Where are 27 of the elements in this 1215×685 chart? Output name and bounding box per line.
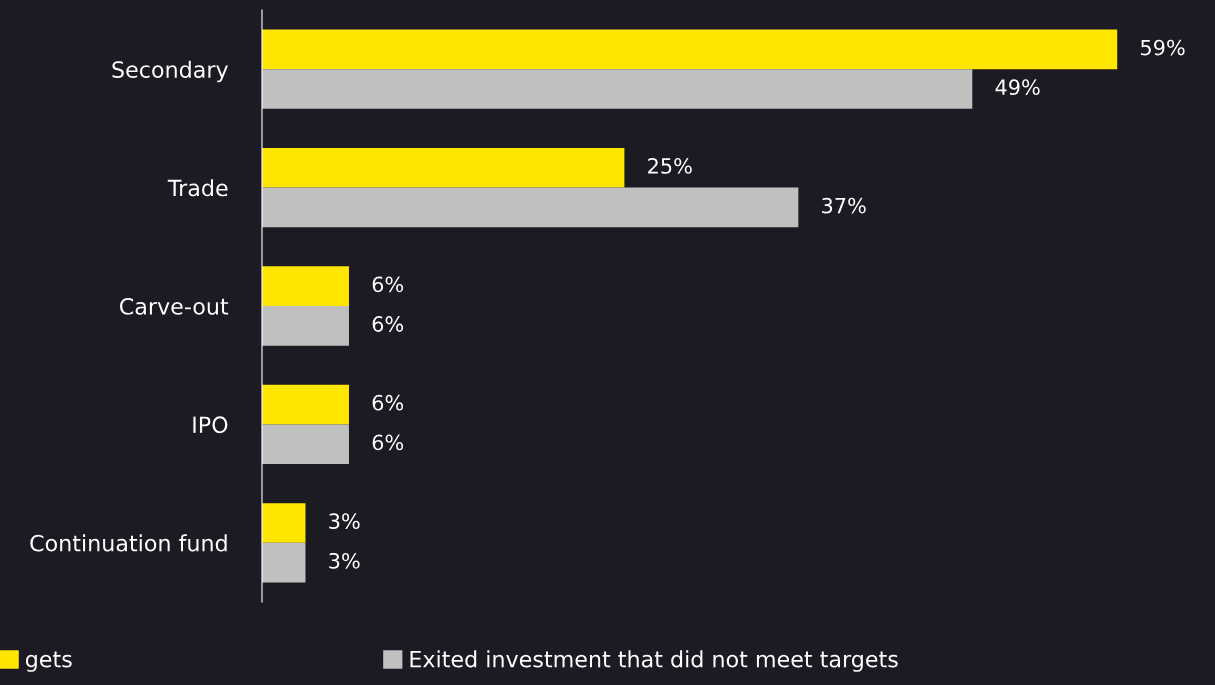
data-label: 37% bbox=[822, 197, 866, 214]
bar bbox=[262, 266, 349, 306]
bar bbox=[262, 503, 306, 543]
data-label: 59% bbox=[1141, 39, 1185, 56]
y-tick-label: IPO bbox=[193, 416, 228, 434]
y-tick-label: Secondary bbox=[112, 60, 228, 83]
y-tick-label: Trade bbox=[167, 179, 228, 197]
data-label: 25% bbox=[648, 158, 692, 174]
y-tick-label: Carve-out bbox=[119, 297, 229, 315]
data-label: 6% bbox=[372, 276, 404, 293]
y-tick-label: Continuation fund bbox=[30, 534, 227, 552]
legend-label: gets bbox=[25, 651, 72, 672]
bar bbox=[262, 29, 1118, 70]
bar bbox=[262, 187, 799, 228]
data-label: 49% bbox=[995, 79, 1040, 96]
bar bbox=[262, 424, 349, 465]
data-label: 3% bbox=[329, 513, 360, 530]
bar bbox=[262, 147, 625, 188]
bar bbox=[262, 69, 973, 109]
bar bbox=[262, 384, 349, 425]
legend-label: Exited investment that did not meet targets bbox=[410, 650, 898, 672]
bar bbox=[262, 306, 349, 346]
data-label: 6% bbox=[372, 394, 404, 411]
data-label: 6% bbox=[372, 434, 404, 451]
data-label: 6% bbox=[372, 316, 404, 332]
data-label: 3% bbox=[329, 552, 360, 569]
bar bbox=[262, 542, 306, 583]
